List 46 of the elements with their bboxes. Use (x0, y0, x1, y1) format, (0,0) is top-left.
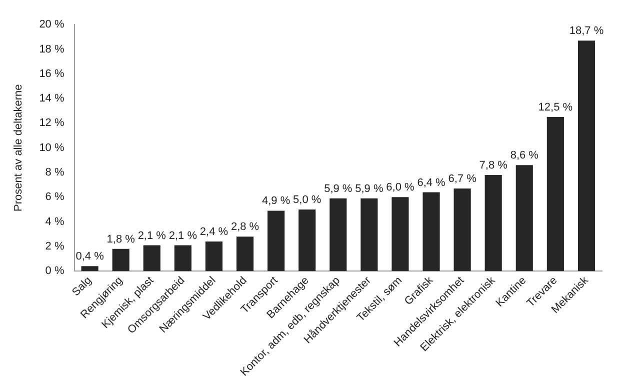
y-tick-label: 2 % (45, 240, 64, 252)
bar (236, 236, 254, 272)
bar (112, 248, 130, 272)
y-tick-label: 18 % (39, 43, 64, 56)
y-tick-label: 10 % (39, 142, 64, 154)
bar (484, 174, 502, 272)
y-tick-label: 12 % (39, 117, 64, 130)
data-label: 8,6 % (510, 150, 539, 162)
y-tick-label: 16 % (39, 68, 64, 80)
y-tick-label: 0 % (45, 265, 64, 278)
data-label: 4,9 % (262, 195, 290, 208)
bar (330, 198, 347, 272)
bar (422, 192, 440, 272)
bar (546, 117, 564, 272)
data-label: 1,8 % (106, 233, 136, 246)
bar (454, 188, 471, 272)
bar (516, 165, 533, 272)
bar (298, 209, 316, 272)
bar (578, 40, 596, 272)
y-axis-title: Prosent av alle deltakerne (12, 84, 25, 212)
data-label: 2,1 % (138, 230, 166, 242)
bar (205, 242, 222, 272)
data-label: 5,0 % (293, 194, 322, 206)
data-label: 18,7 % (569, 25, 604, 38)
data-label: 6,7 % (448, 173, 477, 186)
data-label: 6,0 % (386, 182, 414, 194)
bar (268, 210, 285, 272)
data-label: 5,9 % (324, 182, 352, 195)
data-label: 0,4 % (76, 250, 104, 263)
data-label: 12,5 % (538, 102, 573, 114)
data-label: 6,4 % (417, 176, 446, 189)
data-label: 2,8 % (230, 221, 260, 234)
bar (392, 197, 409, 272)
bar (143, 245, 160, 272)
data-label: 5,9 % (355, 182, 384, 195)
y-tick-label: 20 % (39, 18, 64, 31)
y-tick-label: 4 % (45, 216, 64, 228)
bar (81, 266, 98, 272)
data-label: 7,8 % (479, 160, 508, 172)
bar (174, 245, 192, 272)
y-tick-label: 6 % (45, 191, 64, 204)
data-label: 2,1 % (168, 230, 198, 242)
bar (360, 198, 378, 272)
y-tick-label: 8 % (45, 166, 64, 179)
y-tick-label: 14 % (39, 92, 64, 105)
data-label: 2,4 % (200, 226, 228, 238)
